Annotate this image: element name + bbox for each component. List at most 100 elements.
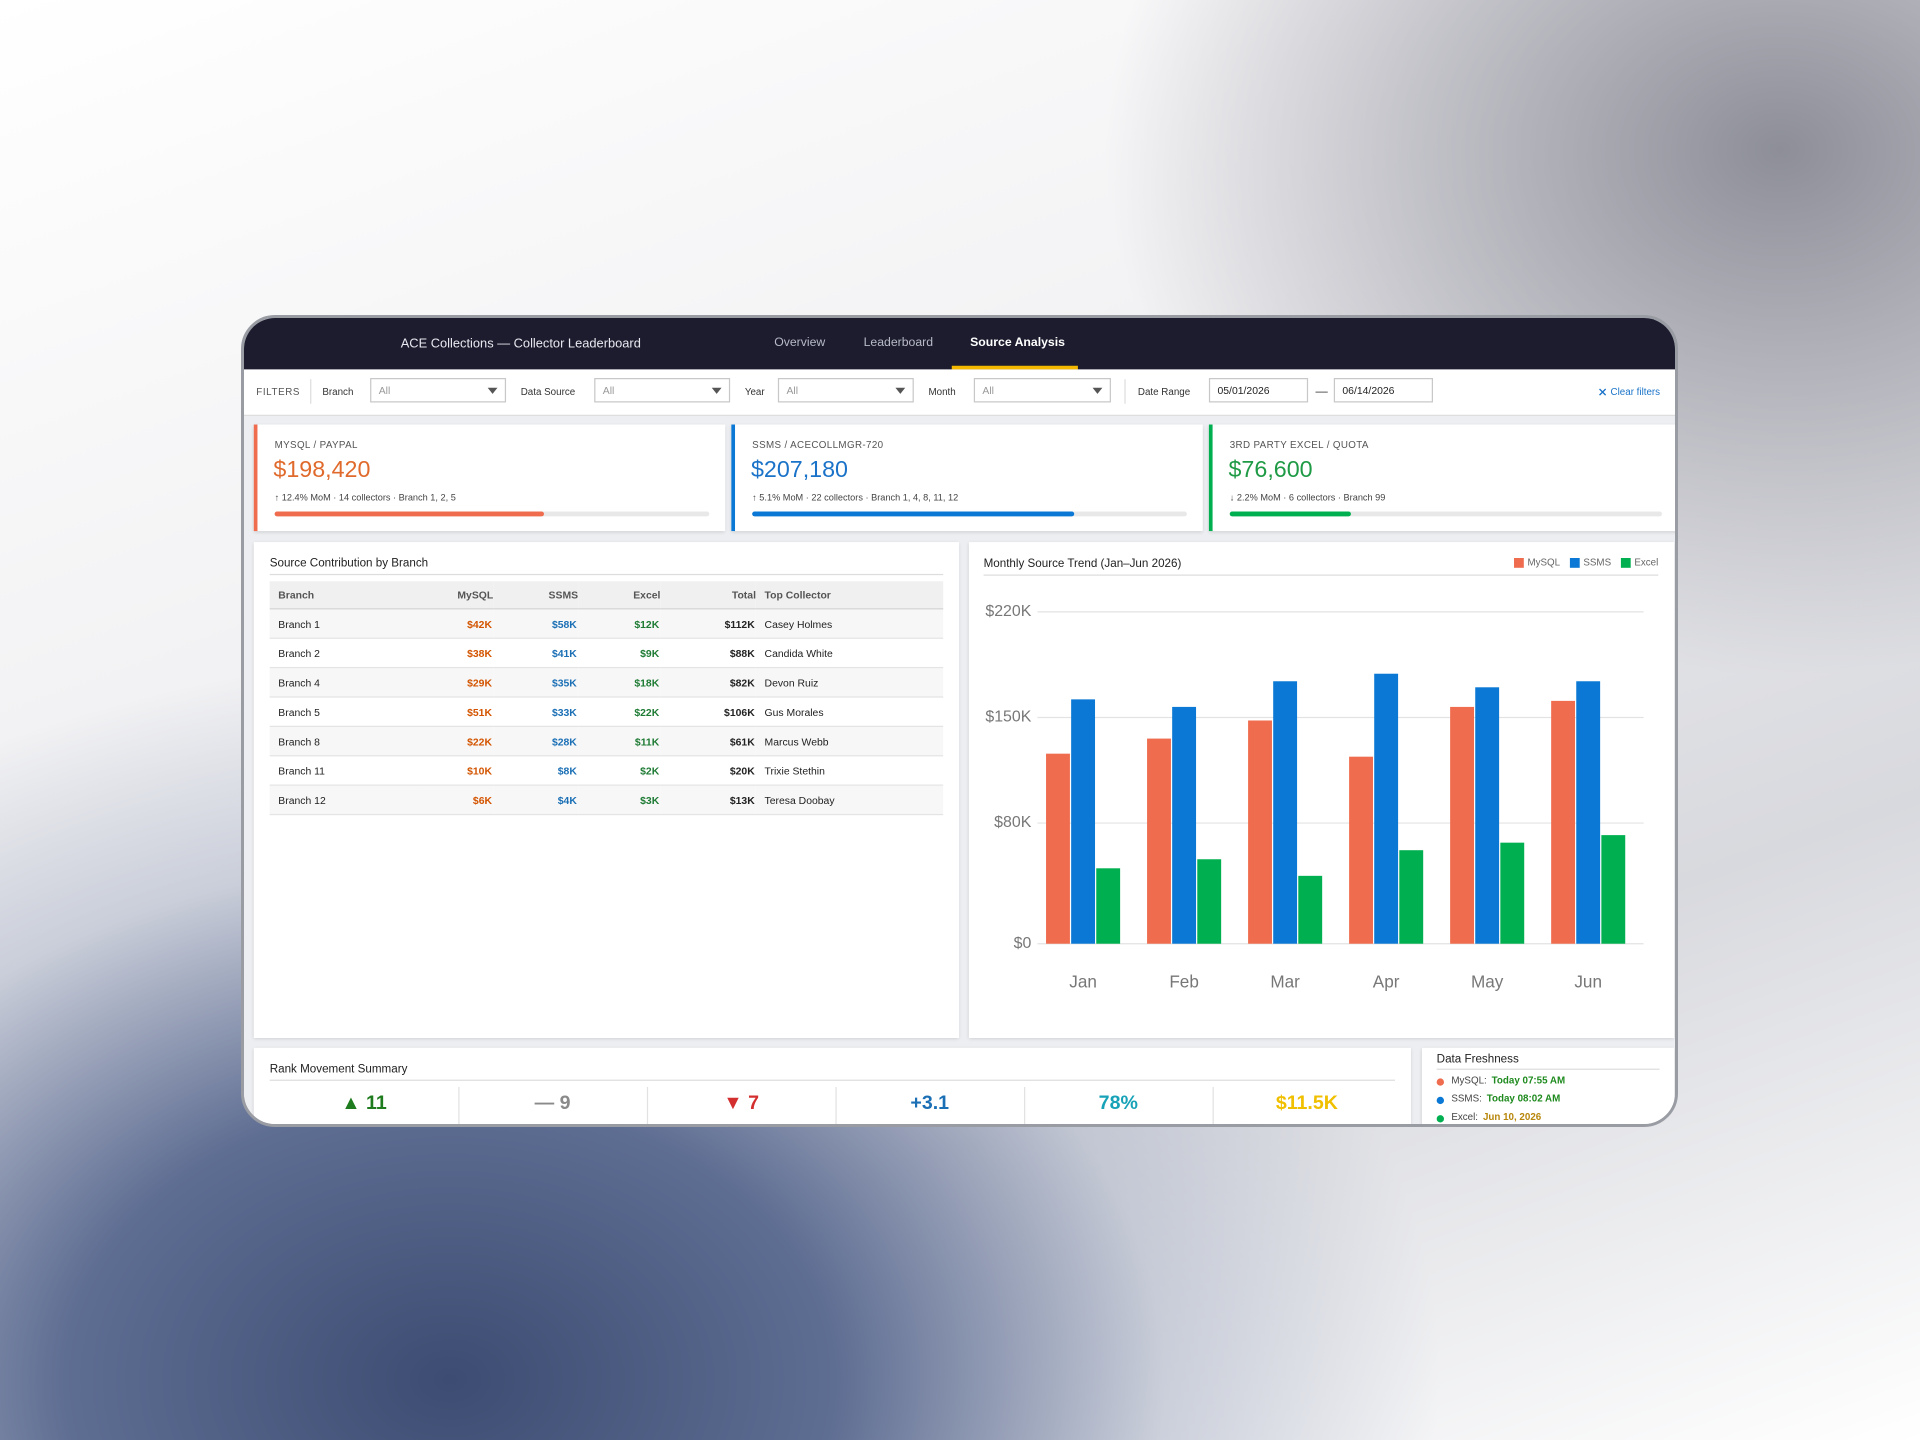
table-value: $88K bbox=[660, 638, 756, 669]
kpi-label: MYSQL / PAYPAL bbox=[274, 439, 358, 451]
table-panel: Source Contribution by Branch Branch MySQ… bbox=[253, 542, 960, 1039]
filter-label: Month bbox=[928, 386, 956, 398]
divider bbox=[1124, 379, 1126, 404]
bar bbox=[1046, 753, 1070, 944]
bar bbox=[1475, 687, 1500, 944]
table-value: $4K bbox=[493, 785, 579, 816]
divider bbox=[646, 1086, 649, 1124]
table-row: Branch 4 $29K $35K $18K $82K Devon Ruiz bbox=[269, 667, 944, 698]
chart-title: Monthly Source Trend (Jan–Jun 2026) bbox=[984, 557, 1182, 570]
table-value: $18K bbox=[578, 667, 661, 698]
table-cell: Branch 11 bbox=[269, 755, 422, 786]
table-value: $28K bbox=[493, 726, 579, 757]
kpi-card: SSMS / ACECOLLMGR-720 $207,180 ↑ 5.1% Mo… bbox=[731, 424, 1203, 532]
bar bbox=[1096, 868, 1121, 944]
tab[interactable]: Leaderboard bbox=[863, 336, 934, 350]
x-tick-label: May bbox=[1471, 971, 1504, 991]
table-value: $82K bbox=[660, 667, 756, 698]
bar bbox=[1197, 859, 1222, 944]
filter-label: Branch bbox=[322, 386, 354, 398]
x-tick-label: Feb bbox=[1169, 971, 1199, 991]
bar bbox=[1601, 835, 1626, 944]
select-value: All bbox=[786, 384, 799, 397]
kpi-detail: ↓ 2.2% MoM · 6 collectors · Branch 99 bbox=[1229, 491, 1386, 503]
date-range-label: Date Range bbox=[1137, 386, 1191, 398]
filter-label: Year bbox=[744, 386, 765, 398]
clear-filters[interactable]: Clear filters bbox=[1610, 386, 1661, 398]
kpi-label: 3RD PARTY EXCEL / QUOTA bbox=[1229, 439, 1369, 451]
panel-title: Data Freshness bbox=[1436, 1052, 1519, 1067]
table-value: $51K bbox=[421, 696, 494, 727]
column-header: Branch bbox=[269, 581, 422, 610]
column-header: Total bbox=[660, 581, 756, 610]
bar bbox=[1500, 842, 1525, 944]
table-cell: Trixie Stethin bbox=[755, 755, 944, 786]
freshness-row: MySQL: Today 07:55 AM bbox=[1451, 1075, 1565, 1086]
filters-label: FILTERS bbox=[256, 386, 301, 398]
x-tick-label: Apr bbox=[1373, 971, 1400, 991]
refresh-time: Today 08:02 AM bbox=[1486, 1093, 1561, 1105]
filter-select[interactable]: All bbox=[370, 378, 507, 403]
caret bbox=[895, 387, 906, 394]
divider bbox=[1212, 1086, 1214, 1124]
column-header: Top Collector bbox=[755, 581, 944, 610]
x-tick-label: Jan bbox=[1069, 971, 1097, 991]
filter-select[interactable]: All bbox=[973, 378, 1111, 403]
divider bbox=[458, 1086, 460, 1124]
legend-label: SSMS bbox=[1583, 557, 1611, 568]
select-value: All bbox=[982, 384, 994, 397]
table-row: Branch 5 $51K $33K $22K $106K Gus Morales bbox=[269, 696, 944, 727]
select-value: All bbox=[602, 384, 615, 397]
freshness-row: SSMS: Today 08:02 AM bbox=[1451, 1093, 1560, 1104]
app-window: ACE Collections — Collector Leaderboard … bbox=[241, 315, 1678, 1127]
table-value: $112K bbox=[660, 608, 756, 639]
table-value: $33K bbox=[493, 696, 579, 727]
rank-value: — 9 bbox=[534, 1093, 571, 1114]
source-name: SSMS: bbox=[1451, 1093, 1482, 1105]
table-cell: Teresa Doobay bbox=[755, 785, 944, 816]
tab-active[interactable]: Source Analysis bbox=[970, 336, 1065, 350]
kpi-card: MYSQL / PAYPAL $198,420 ↑ 12.4% MoM · 14… bbox=[253, 424, 726, 532]
table-value: $8K bbox=[493, 755, 579, 786]
source-table: Branch MySQL SSMS Excel Total Top Collector Br… bbox=[269, 581, 944, 816]
date-end[interactable]: 06/14/2026 bbox=[1333, 378, 1433, 403]
divider bbox=[1024, 1086, 1026, 1124]
refresh-time: Today 07:55 AM bbox=[1491, 1074, 1566, 1086]
table-value: $35K bbox=[493, 667, 579, 698]
panel-title: Rank Movement Summary bbox=[269, 1062, 408, 1076]
table-row: Branch 1 $42K $58K $12K $112K Casey Holmes bbox=[269, 608, 944, 639]
tab[interactable]: Overview bbox=[774, 336, 826, 350]
bar bbox=[1147, 738, 1171, 944]
table-value: $106K bbox=[660, 696, 756, 727]
freshness-row: Excel: Jun 10, 2026 bbox=[1451, 1111, 1541, 1122]
bar bbox=[1273, 681, 1298, 944]
bar bbox=[1399, 850, 1424, 944]
date-start[interactable]: 05/01/2026 bbox=[1208, 378, 1309, 403]
legend-swatch bbox=[1569, 558, 1580, 568]
table-row: Branch 12 $6K $4K $3K $13K Teresa Doobay bbox=[269, 785, 944, 816]
bar bbox=[1298, 875, 1323, 944]
table-row: Branch 2 $38K $41K $9K $88K Candida White bbox=[269, 638, 944, 669]
table-cell: Branch 5 bbox=[269, 696, 422, 727]
filter-label: Data Source bbox=[520, 386, 576, 398]
bar bbox=[1450, 706, 1475, 944]
status-dot bbox=[1436, 1115, 1445, 1123]
x-tick-label: Jun bbox=[1574, 971, 1602, 991]
legend-label: MySQL bbox=[1527, 557, 1560, 568]
divider bbox=[310, 379, 312, 404]
status-dot bbox=[1436, 1078, 1445, 1086]
bar bbox=[1374, 673, 1399, 944]
bar bbox=[1551, 700, 1576, 944]
kpi-detail: ↑ 5.1% MoM · 22 collectors · Branch 1, 4… bbox=[752, 491, 959, 503]
bar bbox=[1248, 720, 1272, 944]
table-cell: Branch 2 bbox=[269, 638, 422, 669]
filter-select[interactable]: All bbox=[777, 378, 914, 403]
caret bbox=[1092, 387, 1103, 394]
table-cell: Branch 8 bbox=[269, 726, 422, 757]
progress-fill bbox=[1229, 511, 1351, 517]
divider bbox=[835, 1086, 837, 1124]
table-cell: Branch 1 bbox=[269, 608, 422, 639]
filter-select[interactable]: All bbox=[594, 378, 731, 403]
progress-track bbox=[752, 511, 1187, 517]
